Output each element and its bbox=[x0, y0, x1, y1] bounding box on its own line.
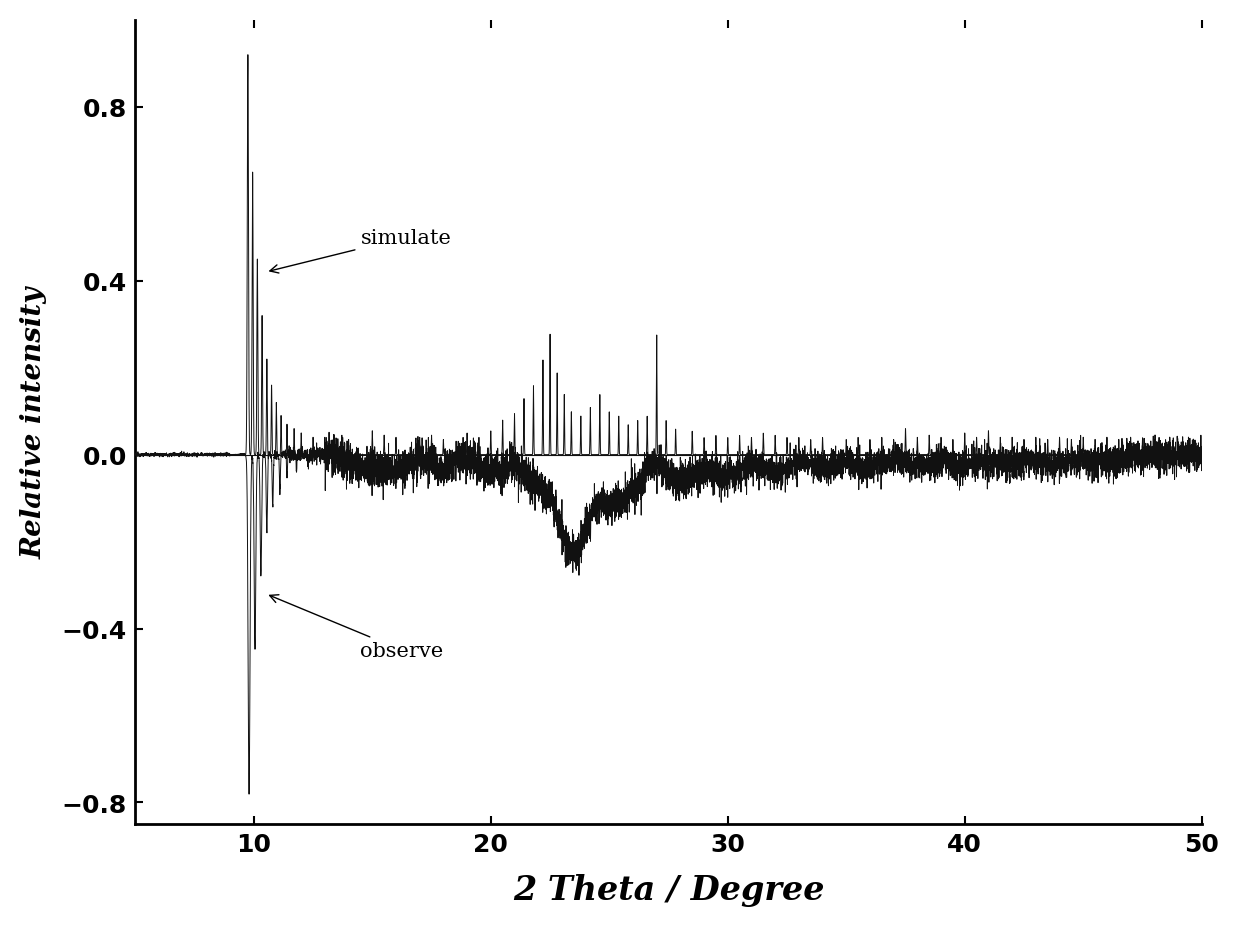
Y-axis label: Relative intensity: Relative intensity bbox=[21, 286, 48, 559]
Text: simulate: simulate bbox=[270, 228, 451, 273]
X-axis label: 2 Theta / Degree: 2 Theta / Degree bbox=[513, 873, 825, 907]
Text: observe: observe bbox=[269, 595, 444, 660]
